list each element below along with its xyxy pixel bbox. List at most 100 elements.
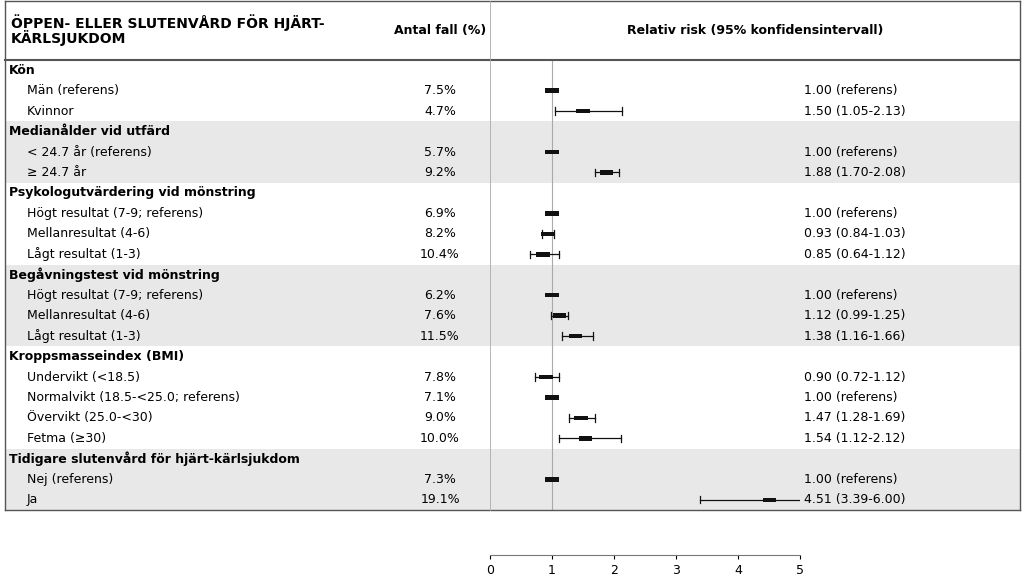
Bar [490, 367, 800, 387]
Text: 19.1%: 19.1% [420, 493, 460, 506]
Text: Högt resultat (7-9; referens): Högt resultat (7-9; referens) [27, 289, 203, 302]
Bar [5, 162, 490, 183]
Text: 1.00 (referens): 1.00 (referens) [804, 146, 897, 158]
Bar [490, 264, 800, 285]
Bar [5, 264, 490, 285]
Bar [5, 60, 490, 81]
Text: Nej (referens): Nej (referens) [27, 473, 114, 486]
Bar [553, 313, 566, 318]
Bar [490, 408, 800, 428]
Text: Mellanresultat (4-6): Mellanresultat (4-6) [27, 309, 151, 322]
Text: Män (referens): Män (referens) [27, 84, 119, 97]
Bar [800, 346, 1020, 367]
Text: Kön: Kön [9, 64, 36, 77]
Text: 1.00 (referens): 1.00 (referens) [804, 289, 897, 302]
Text: 7.5%: 7.5% [424, 84, 456, 97]
Bar [490, 122, 800, 142]
Bar [490, 142, 800, 162]
Bar [5, 101, 490, 122]
Bar [490, 203, 800, 223]
Text: 7.8%: 7.8% [424, 370, 456, 384]
Bar [545, 477, 559, 482]
Bar [5, 326, 490, 346]
Text: 1.50 (1.05-2.13): 1.50 (1.05-2.13) [804, 105, 905, 118]
Text: Lågt resultat (1-3): Lågt resultat (1-3) [27, 247, 140, 262]
Bar [763, 498, 776, 502]
Text: 1.00 (referens): 1.00 (referens) [804, 207, 897, 220]
Bar [800, 449, 1020, 469]
Text: Undervikt (<18.5): Undervikt (<18.5) [27, 370, 140, 384]
Text: Medianålder vid utfärd: Medianålder vid utfärd [9, 125, 170, 138]
Bar [5, 122, 490, 142]
Text: 9.0%: 9.0% [424, 411, 456, 425]
Text: 1.54 (1.12-2.12): 1.54 (1.12-2.12) [804, 432, 905, 445]
Bar [5, 428, 490, 449]
Bar [490, 387, 800, 408]
Bar [800, 264, 1020, 285]
Bar [536, 252, 550, 256]
Bar [490, 81, 800, 101]
Text: Antal fall (%): Antal fall (%) [394, 24, 486, 37]
Bar [800, 142, 1020, 162]
Bar [800, 223, 1020, 244]
Bar [800, 469, 1020, 490]
Bar [574, 416, 588, 420]
Text: 1.88 (1.70-2.08): 1.88 (1.70-2.08) [804, 166, 906, 179]
Bar [800, 387, 1020, 408]
Text: 4.51 (3.39-6.00): 4.51 (3.39-6.00) [804, 493, 905, 506]
Bar [5, 183, 490, 203]
Text: 1.12 (0.99-1.25): 1.12 (0.99-1.25) [804, 309, 905, 322]
Bar [800, 408, 1020, 428]
Bar [577, 109, 590, 113]
Text: Högt resultat (7-9; referens): Högt resultat (7-9; referens) [27, 207, 203, 220]
Bar [5, 305, 490, 326]
Bar [5, 223, 490, 244]
Text: 5.7%: 5.7% [424, 146, 456, 158]
Bar [568, 334, 583, 338]
Bar [800, 490, 1020, 510]
Bar [545, 89, 559, 93]
Bar [800, 367, 1020, 387]
Text: 6.9%: 6.9% [424, 207, 456, 220]
Text: ≥ 24.7 år: ≥ 24.7 år [27, 166, 86, 179]
Text: < 24.7 år (referens): < 24.7 år (referens) [27, 146, 152, 158]
Text: Ja: Ja [27, 493, 38, 506]
Bar [5, 203, 490, 223]
Bar [800, 122, 1020, 142]
Bar [5, 244, 490, 264]
Text: Kroppsmasseindex (BMI): Kroppsmasseindex (BMI) [9, 350, 184, 363]
Text: 1.00 (referens): 1.00 (referens) [804, 473, 897, 486]
Bar [5, 469, 490, 490]
Bar [800, 285, 1020, 305]
Bar [490, 101, 800, 122]
Bar [541, 232, 554, 236]
Text: 4.7%: 4.7% [424, 105, 456, 118]
Text: 8.2%: 8.2% [424, 228, 456, 240]
Text: 1.38 (1.16-1.66): 1.38 (1.16-1.66) [804, 329, 905, 343]
Text: 0.93 (0.84-1.03): 0.93 (0.84-1.03) [804, 228, 905, 240]
Text: 6.2%: 6.2% [424, 289, 456, 302]
Bar [539, 375, 553, 379]
Bar [800, 305, 1020, 326]
Text: 9.2%: 9.2% [424, 166, 456, 179]
Bar [490, 183, 800, 203]
Text: 11.5%: 11.5% [420, 329, 460, 343]
Bar [490, 469, 800, 490]
Bar [490, 346, 800, 367]
Bar [5, 285, 490, 305]
Text: 1.47 (1.28-1.69): 1.47 (1.28-1.69) [804, 411, 905, 425]
Text: 10.0%: 10.0% [420, 432, 460, 445]
Text: KÄRLSJUKDOM: KÄRLSJUKDOM [11, 31, 126, 47]
Bar [800, 244, 1020, 264]
Bar [490, 428, 800, 449]
Text: Psykologutvärdering vid mönstring: Psykologutvärdering vid mönstring [9, 187, 256, 199]
Bar [5, 449, 490, 469]
Text: 0.85 (0.64-1.12): 0.85 (0.64-1.12) [804, 248, 905, 261]
Text: Begåvningstest vid mönstring: Begåvningstest vid mönstring [9, 267, 220, 282]
Bar [5, 387, 490, 408]
Bar [800, 203, 1020, 223]
Text: Tidigare slutenvård för hjärt-kärlsjukdom: Tidigare slutenvård för hjärt-kärlsjukdo… [9, 452, 300, 466]
Bar [490, 490, 800, 510]
Text: Lågt resultat (1-3): Lågt resultat (1-3) [27, 329, 140, 343]
Bar [5, 142, 490, 162]
